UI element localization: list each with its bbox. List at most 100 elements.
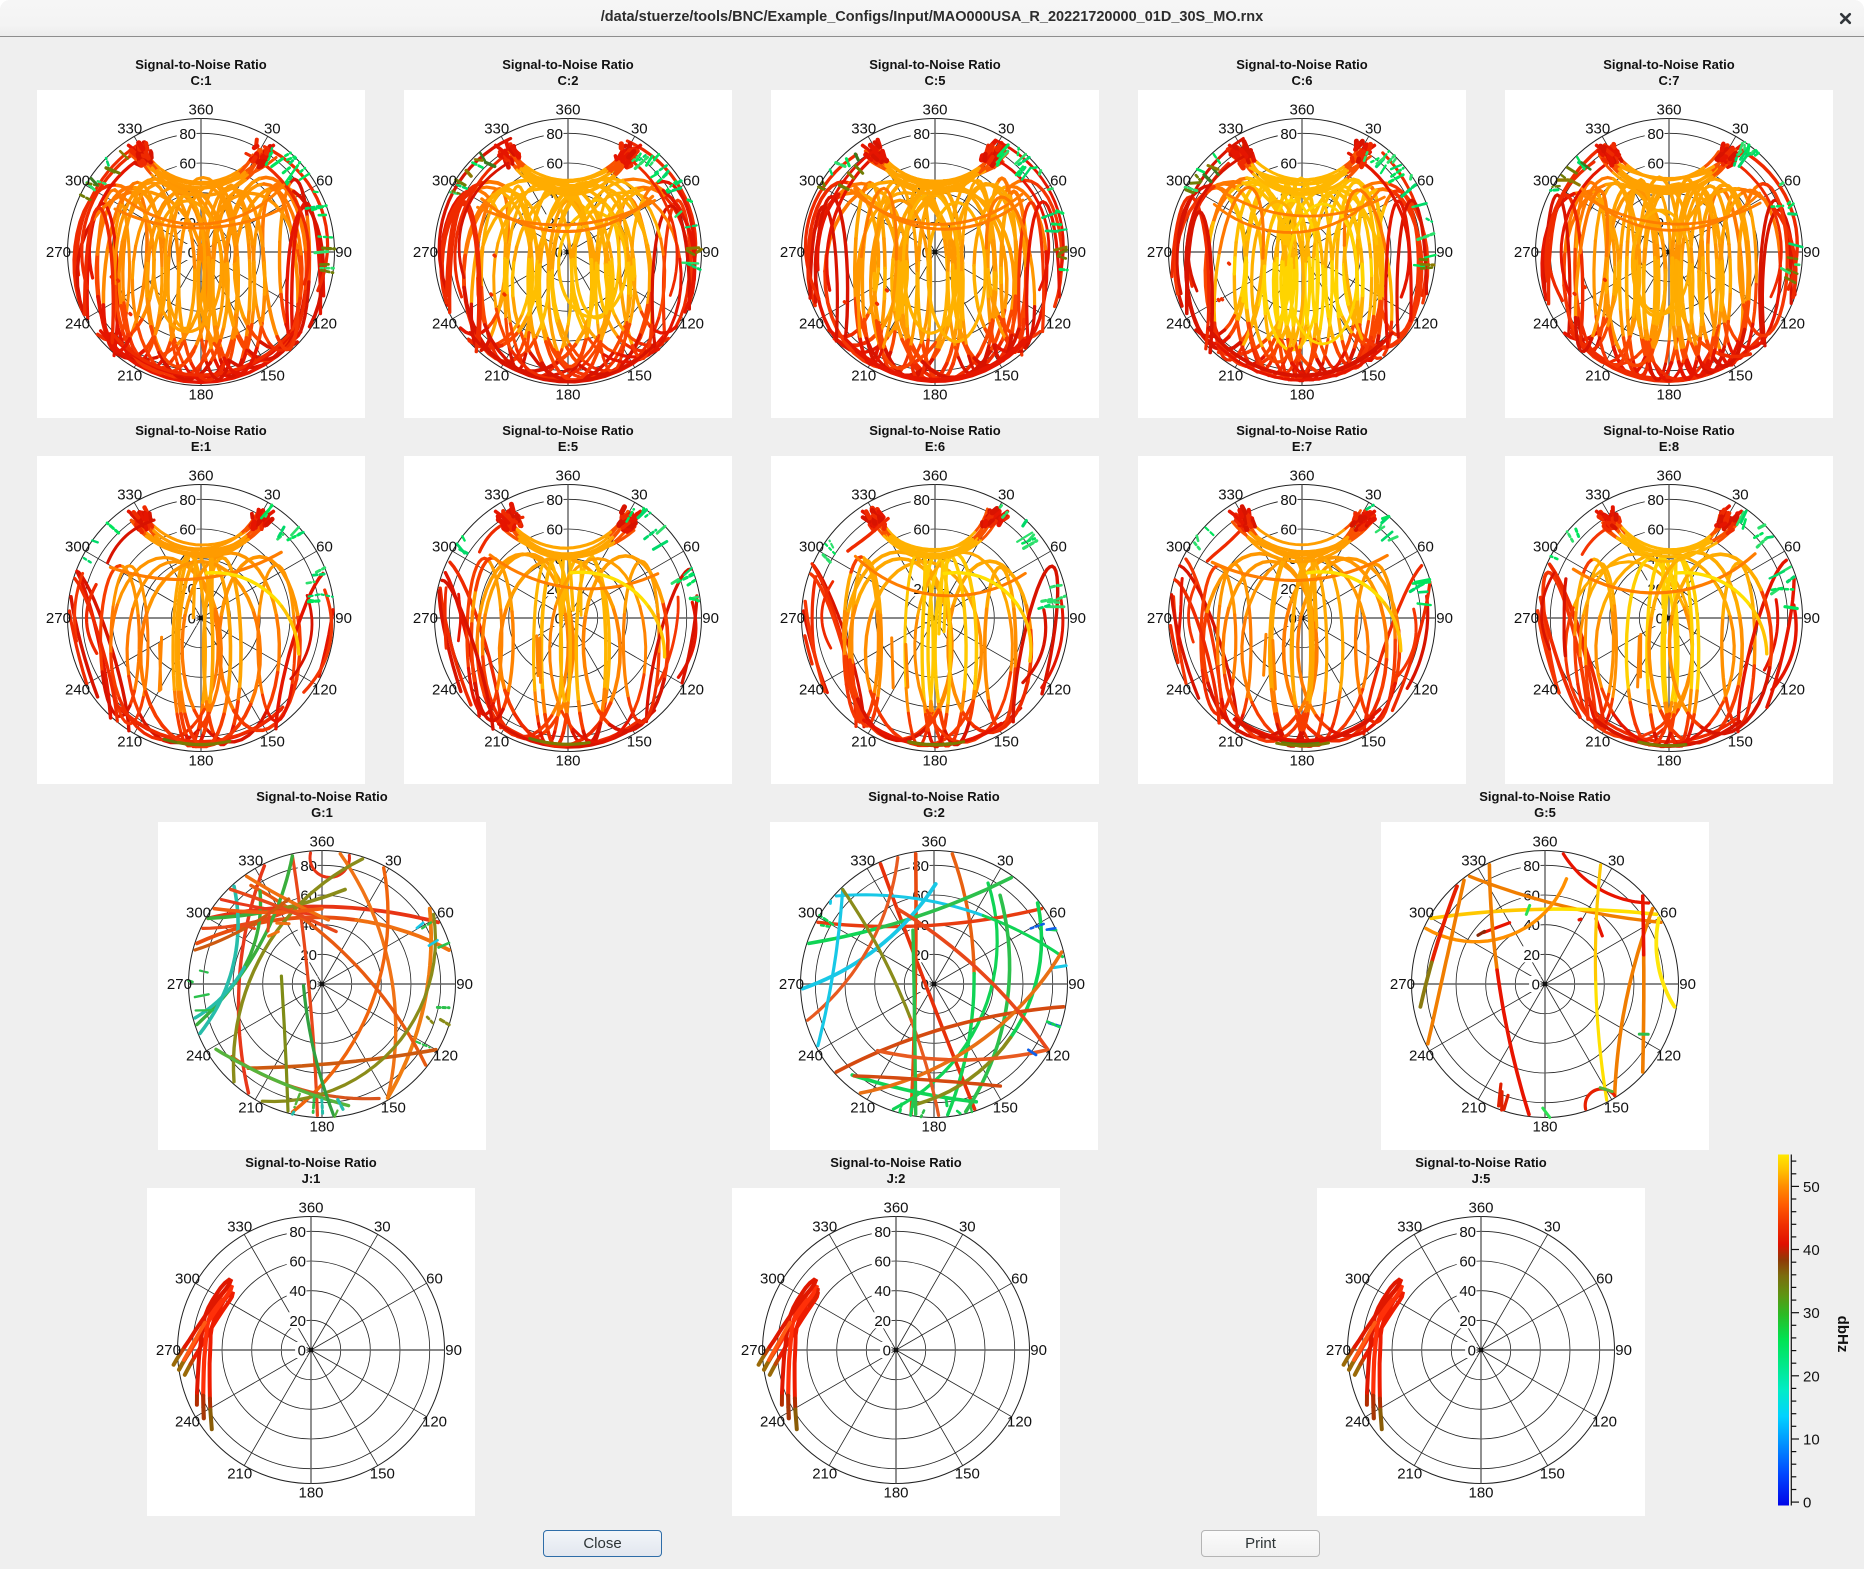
svg-text:300: 300	[799, 173, 824, 190]
svg-text:0: 0	[298, 1343, 306, 1360]
svg-text:210: 210	[851, 734, 876, 751]
svg-text:210: 210	[1218, 368, 1243, 385]
svg-text:90: 90	[456, 976, 473, 993]
svg-text:0: 0	[1532, 977, 1540, 994]
svg-text:120: 120	[1007, 1413, 1032, 1430]
svg-text:210: 210	[1397, 1466, 1422, 1483]
svg-text:180: 180	[188, 387, 213, 404]
svg-text:300: 300	[432, 539, 457, 556]
svg-text:360: 360	[883, 1199, 908, 1216]
svg-text:120: 120	[1046, 315, 1071, 332]
svg-text:210: 210	[812, 1466, 837, 1483]
svg-text:30: 30	[1732, 121, 1749, 138]
svg-text:360: 360	[298, 1199, 323, 1216]
svg-text:20: 20	[1523, 947, 1540, 964]
svg-text:90: 90	[1069, 244, 1086, 261]
svg-text:270: 270	[413, 244, 438, 261]
svg-text:240: 240	[1409, 1047, 1434, 1064]
svg-text:360: 360	[1532, 833, 1557, 850]
svg-text:120: 120	[679, 681, 704, 698]
svg-text:210: 210	[238, 1100, 263, 1117]
svg-text:240: 240	[1533, 681, 1558, 698]
svg-text:0: 0	[1656, 245, 1664, 262]
svg-text:0: 0	[922, 611, 930, 628]
svg-text:270: 270	[167, 976, 192, 993]
svg-text:240: 240	[186, 1047, 211, 1064]
svg-text:60: 60	[683, 539, 700, 556]
svg-text:80: 80	[289, 1224, 306, 1241]
svg-text:330: 330	[851, 487, 876, 504]
svg-text:180: 180	[555, 387, 580, 404]
svg-text:180: 180	[1289, 387, 1314, 404]
svg-text:80: 80	[1280, 492, 1297, 509]
svg-text:60: 60	[1596, 1271, 1613, 1288]
svg-text:20: 20	[300, 947, 317, 964]
svg-text:180: 180	[1656, 753, 1681, 770]
svg-text:60: 60	[1011, 1271, 1028, 1288]
svg-text:180: 180	[1532, 1119, 1557, 1136]
svg-text:360: 360	[555, 467, 580, 484]
svg-text:330: 330	[812, 1219, 837, 1236]
svg-text:60: 60	[1050, 539, 1067, 556]
svg-text:240: 240	[1533, 315, 1558, 332]
svg-text:270: 270	[156, 1342, 181, 1359]
svg-text:240: 240	[175, 1413, 200, 1430]
svg-text:40: 40	[289, 1283, 306, 1300]
svg-text:60: 60	[1280, 522, 1297, 539]
svg-text:270: 270	[46, 610, 71, 627]
svg-text:360: 360	[1656, 467, 1681, 484]
svg-text:30: 30	[374, 1219, 391, 1236]
svg-text:300: 300	[1533, 539, 1558, 556]
svg-text:150: 150	[1604, 1100, 1629, 1117]
svg-text:80: 80	[1647, 492, 1664, 509]
svg-text:60: 60	[179, 522, 196, 539]
svg-text:210: 210	[484, 368, 509, 385]
svg-text:90: 90	[335, 244, 352, 261]
svg-text:120: 120	[1045, 1047, 1070, 1064]
svg-text:30: 30	[264, 121, 281, 138]
svg-text:60: 60	[913, 156, 930, 173]
svg-text:60: 60	[546, 522, 563, 539]
svg-text:0: 0	[883, 1343, 891, 1360]
svg-text:300: 300	[1166, 173, 1191, 190]
svg-text:0: 0	[188, 245, 196, 262]
svg-text:150: 150	[260, 734, 285, 751]
svg-text:270: 270	[1514, 244, 1539, 261]
svg-text:330: 330	[1218, 487, 1243, 504]
svg-text:90: 90	[1803, 610, 1820, 627]
svg-text:240: 240	[432, 681, 457, 698]
svg-text:360: 360	[1656, 101, 1681, 118]
svg-text:60: 60	[1459, 1254, 1476, 1271]
svg-text:240: 240	[1166, 315, 1191, 332]
svg-text:270: 270	[779, 976, 804, 993]
svg-text:180: 180	[922, 387, 947, 404]
svg-text:210: 210	[850, 1100, 875, 1117]
svg-text:120: 120	[1413, 315, 1438, 332]
svg-text:20: 20	[289, 1313, 306, 1330]
svg-text:360: 360	[1289, 467, 1314, 484]
svg-text:300: 300	[1409, 905, 1434, 922]
svg-text:30: 30	[959, 1219, 976, 1236]
svg-text:150: 150	[1540, 1466, 1565, 1483]
svg-text:80: 80	[179, 126, 196, 143]
svg-text:60: 60	[1417, 539, 1434, 556]
svg-text:80: 80	[1280, 126, 1297, 143]
svg-text:30: 30	[385, 853, 402, 870]
svg-text:330: 330	[227, 1219, 252, 1236]
svg-text:120: 120	[312, 681, 337, 698]
svg-text:240: 240	[65, 681, 90, 698]
svg-text:330: 330	[238, 853, 263, 870]
svg-text:90: 90	[1030, 1342, 1047, 1359]
svg-text:300: 300	[65, 539, 90, 556]
svg-text:20: 20	[874, 1313, 891, 1330]
svg-text:60: 60	[1049, 905, 1066, 922]
svg-text:90: 90	[1069, 610, 1086, 627]
svg-text:60: 60	[316, 173, 333, 190]
svg-text:150: 150	[994, 368, 1019, 385]
svg-text:50: 50	[1803, 1179, 1820, 1196]
svg-text:dbHz: dbHz	[1834, 1316, 1851, 1353]
svg-text:330: 330	[850, 853, 875, 870]
svg-text:30: 30	[998, 487, 1015, 504]
svg-text:0: 0	[188, 611, 196, 628]
svg-text:150: 150	[627, 734, 652, 751]
